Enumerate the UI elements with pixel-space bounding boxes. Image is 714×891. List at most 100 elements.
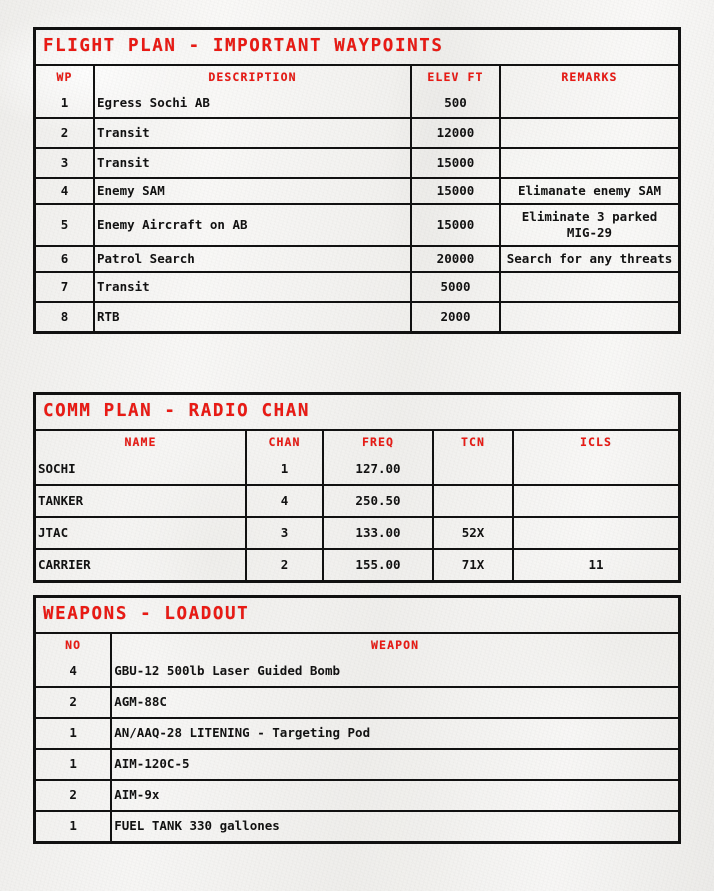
cell-elev-ft: 15000: [410, 176, 501, 205]
cell-weapon: AIM-9x: [110, 778, 678, 812]
cell-remarks: Elimanate enemy SAM: [499, 176, 678, 205]
table-row: 1 Egress Sochi AB 500: [36, 88, 678, 119]
cell-freq: 133.00: [322, 515, 434, 550]
table-row: 6 Patrol Search 20000 Search for any thr…: [36, 244, 678, 273]
weapons-title: WEAPONS - LOADOUT: [36, 598, 678, 634]
cell-freq: 127.00: [322, 453, 434, 486]
table-row: SOCHI 1 127.00: [36, 453, 678, 486]
cell-name: TANKER: [36, 483, 247, 518]
cell-wp: 2: [36, 116, 95, 149]
table-row: 4 Enemy SAM 15000 Elimanate enemy SAM: [36, 176, 678, 205]
cell-remarks: [499, 270, 678, 303]
cell-tcn: [432, 453, 514, 486]
cell-elev-ft: 5000: [410, 270, 501, 303]
cell-tcn: 52X: [432, 515, 514, 550]
cell-wp: 7: [36, 270, 95, 303]
cell-chan: 4: [245, 483, 324, 518]
cell-icls: 11: [512, 547, 678, 580]
cell-remarks: [499, 300, 678, 331]
cell-remarks: [499, 88, 678, 119]
cell-no: 2: [36, 685, 113, 719]
cell-icls: [512, 515, 678, 550]
cell-weapon: FUEL TANK 330 gallones: [110, 809, 678, 841]
table-row: 2 AGM-88C: [36, 685, 678, 719]
flight-plan-header-row: WP DESCRIPTION ELEV FT REMARKS: [36, 65, 678, 89]
cell-description: Transit: [93, 146, 412, 179]
col-header-remarks: REMARKS: [499, 65, 678, 89]
cell-wp: 6: [36, 244, 95, 273]
weapons-loadout-card: WEAPONS - LOADOUT NO WEAPON 4 GBU-12 500…: [33, 595, 681, 844]
cell-wp: 1: [36, 88, 95, 119]
cell-no: 1: [36, 747, 113, 781]
cell-description: Transit: [93, 116, 412, 149]
cell-elev-ft: 15000: [410, 202, 501, 247]
cell-wp: 4: [36, 176, 95, 205]
cell-name: JTAC: [36, 515, 247, 550]
cell-no: 1: [36, 809, 113, 841]
cell-name: SOCHI: [36, 453, 247, 486]
cell-weapon: AGM-88C: [110, 685, 678, 719]
col-header-elev-ft: ELEV FT: [410, 65, 501, 89]
cell-description: Transit: [93, 270, 412, 303]
col-header-no: NO: [36, 633, 113, 657]
table-row: JTAC 3 133.00 52X: [36, 515, 678, 550]
col-header-freq: FREQ: [322, 430, 434, 454]
table-row: 3 Transit 15000: [36, 146, 678, 179]
cell-wp: 3: [36, 146, 95, 179]
cell-elev-ft: 2000: [410, 300, 501, 331]
cell-description: Enemy Aircraft on AB: [93, 202, 412, 247]
cell-weapon: GBU-12 500lb Laser Guided Bomb: [110, 656, 678, 688]
table-row: TANKER 4 250.50: [36, 483, 678, 518]
table-row: CARRIER 2 155.00 71X 11: [36, 547, 678, 580]
cell-remarks: Eliminate 3 parked MIG-29: [499, 202, 678, 247]
col-header-description: DESCRIPTION: [93, 65, 412, 89]
cell-tcn: 71X: [432, 547, 514, 580]
table-row: 5 Enemy Aircraft on AB 15000 Eliminate 3…: [36, 202, 678, 247]
flight-plan-table: WP DESCRIPTION ELEV FT REMARKS 1 Egress …: [36, 65, 678, 331]
table-row: 1 AN/AAQ-28 LITENING - Targeting Pod: [36, 716, 678, 750]
cell-chan: 3: [245, 515, 324, 550]
weapons-header-row: NO WEAPON: [36, 633, 678, 657]
cell-weapon: AN/AAQ-28 LITENING - Targeting Pod: [110, 716, 678, 750]
cell-elev-ft: 500: [410, 88, 501, 119]
comm-plan-table: NAME CHAN FREQ TCN ICLS SOCHI 1 127.00 T…: [36, 430, 678, 580]
cell-wp: 8: [36, 300, 95, 331]
cell-no: 4: [36, 656, 113, 688]
col-header-chan: CHAN: [245, 430, 324, 454]
comm-plan-title: COMM PLAN - RADIO CHAN: [36, 395, 678, 431]
table-row: 7 Transit 5000: [36, 270, 678, 303]
cell-icls: [512, 453, 678, 486]
cell-elev-ft: 15000: [410, 146, 501, 179]
cell-wp: 5: [36, 202, 95, 247]
flight-plan-card: FLIGHT PLAN - IMPORTANT WAYPOINTS WP DES…: [33, 27, 681, 334]
col-header-wp: WP: [36, 65, 95, 89]
cell-tcn: [432, 483, 514, 518]
cell-icls: [512, 483, 678, 518]
col-header-icls: ICLS: [512, 430, 678, 454]
cell-freq: 155.00: [322, 547, 434, 580]
cell-description: Patrol Search: [93, 244, 412, 273]
table-row: 8 RTB 2000: [36, 300, 678, 331]
cell-name: CARRIER: [36, 547, 247, 580]
cell-description: Egress Sochi AB: [93, 88, 412, 119]
flight-plan-title: FLIGHT PLAN - IMPORTANT WAYPOINTS: [36, 30, 678, 66]
cell-remarks: [499, 116, 678, 149]
cell-description: Enemy SAM: [93, 176, 412, 205]
table-row: 2 AIM-9x: [36, 778, 678, 812]
col-header-tcn: TCN: [432, 430, 514, 454]
cell-description: RTB: [93, 300, 412, 331]
col-header-name: NAME: [36, 430, 247, 454]
weapons-table: NO WEAPON 4 GBU-12 500lb Laser Guided Bo…: [36, 633, 678, 841]
cell-freq: 250.50: [322, 483, 434, 518]
cell-no: 1: [36, 716, 113, 750]
col-header-weapon: WEAPON: [110, 633, 678, 657]
table-row: 2 Transit 12000: [36, 116, 678, 149]
comm-plan-header-row: NAME CHAN FREQ TCN ICLS: [36, 430, 678, 454]
cell-chan: 1: [245, 453, 324, 486]
table-row: 1 FUEL TANK 330 gallones: [36, 809, 678, 841]
table-row: 1 AIM-120C-5: [36, 747, 678, 781]
table-row: 4 GBU-12 500lb Laser Guided Bomb: [36, 656, 678, 688]
cell-remarks: Search for any threats: [499, 244, 678, 273]
cell-weapon: AIM-120C-5: [110, 747, 678, 781]
cell-no: 2: [36, 778, 113, 812]
